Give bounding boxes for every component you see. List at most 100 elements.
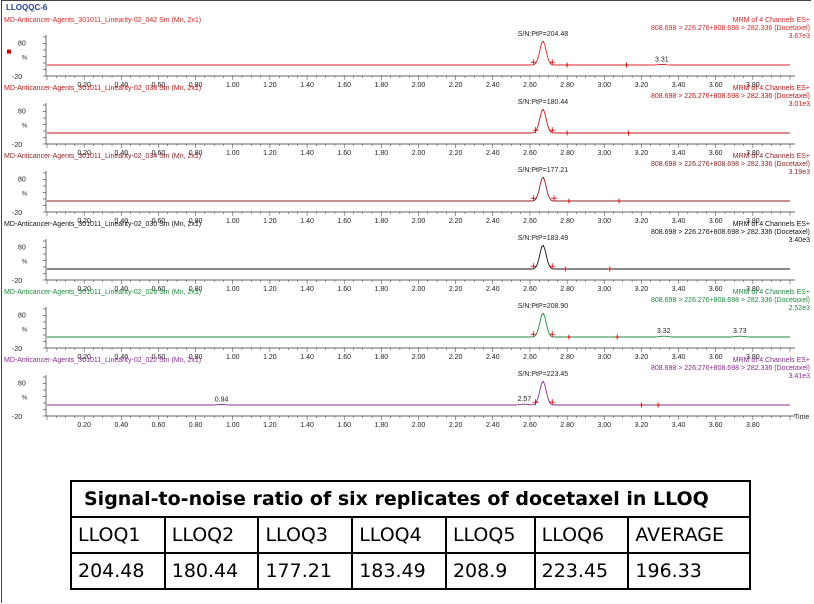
table-value-row: 204.48 180.44 177.21 183.49 208.9 223.45… [70,552,751,590]
x-tick-label: 1.40 [300,82,314,89]
y-tick-label: % [22,396,28,402]
x-tick-label: 0.80 [189,82,203,89]
x-tick-label: 0.20 [77,218,91,225]
x-tick-label: 0.80 [189,150,203,157]
panel-header: MD-Anticancer-Agents_301011_Linearity-02… [4,17,201,24]
panel-header: MD-Anticancer-Agents_301011_Linearity-02… [4,221,201,228]
x-tick-label: 1.20 [263,286,277,293]
x-tick-label: 3.80 [746,218,760,225]
x-tick-label: 3.80 [746,150,760,157]
panel-channel: MRM of 4 Channels ES+ [733,289,810,296]
x-tick-label: 3.60 [709,354,723,361]
chromatogram-trace [47,176,790,202]
chromatogram-trace [47,40,790,66]
x-tick-label: 0.60 [152,150,166,157]
panel-channel: MRM of 4 Channels ES+ [733,85,810,92]
x-tick-label: 3.40 [672,286,686,293]
x-tick-label: 0.20 [77,422,91,429]
x-tick-label: 2.00 [412,286,426,293]
x-tick-label: 3.00 [597,82,611,89]
y-tick-label: % [22,260,28,266]
table-caption-row: Signal-to-noise ratio of six replicates … [70,480,751,518]
x-tick-label: 1.00 [226,286,240,293]
y-tick-label: % [22,56,28,62]
x-tick-label: 3.40 [672,422,686,429]
panel-transition: 808.698 > 226.276+808.698 > 282.336 (Doc… [651,161,810,168]
table-header-cell: LLOQ5 [444,516,536,554]
x-tick-label: 0.20 [77,286,91,293]
panel-header: MD-Anticancer-Agents_301011_Linearity-02… [4,357,201,364]
x-tick-label: 2.00 [412,354,426,361]
x-tick-label: 1.40 [300,354,314,361]
x-tick-label: 0.80 [189,354,203,361]
x-tick-label: 2.80 [560,354,574,361]
minor-peak-label: 2.57 [518,396,532,403]
y-tick-label: 80 [18,313,26,320]
x-tick-label: 3.40 [672,82,686,89]
x-tick-label: 1.00 [226,354,240,361]
x-tick-label: 0.60 [152,422,166,429]
table-value-cell: 208.9 [444,552,536,590]
x-tick-label: 2.20 [449,150,463,157]
y-tick-label: -20 [12,346,22,353]
x-tick-label: 3.40 [672,218,686,225]
x-tick-label: 1.00 [226,150,240,157]
x-tick-label: 2.40 [486,286,500,293]
table-header-cell: LLOQ4 [351,516,447,554]
x-tick-label: 1.80 [375,354,389,361]
x-tick-label: 2.20 [449,82,463,89]
x-tick-label: 2.60 [523,422,537,429]
x-tick-label: 3.60 [709,422,723,429]
x-tick-label: 1.60 [337,218,351,225]
chromatogram-trace [47,244,790,270]
x-tick-label: 2.80 [560,218,574,225]
table-header-cell: LLOQ3 [257,516,354,554]
table-value-cell: 180.44 [163,552,260,590]
panel-transition: 808.698 > 226.276+808.698 > 282.336 (Doc… [651,93,810,100]
x-tick-label: 0.40 [114,286,128,293]
minor-peak-label: 3.32 [657,328,671,335]
sn-label: S/N:PtP=204.48 [518,31,569,38]
x-tick-label: 2.80 [560,82,574,89]
panel-intensity: 2.52e3 [789,305,811,312]
x-tick-label: 1.80 [375,422,389,429]
x-tick-label: 1.20 [263,354,277,361]
x-tick-label: 3.40 [672,354,686,361]
x-tick-label: 1.00 [226,218,240,225]
minor-peak-label: 0.94 [215,396,229,403]
x-tick-label: 2.60 [523,286,537,293]
y-tick-label: 80 [18,109,26,116]
x-tick-label: 2.60 [523,150,537,157]
x-tick-label: 0.40 [114,422,128,429]
x-tick-label: 1.60 [337,422,351,429]
panel-header: MD-Anticancer-Agents_301011_Linearity-02… [4,289,201,296]
x-tick-label: 2.00 [412,218,426,225]
x-axis-label: Time [794,414,809,421]
table-value-cell: 223.45 [533,552,630,590]
x-tick-label: 3.40 [672,150,686,157]
x-tick-label: 3.80 [746,286,760,293]
panel-intensity: 3.40e3 [789,237,811,244]
sn-label: S/N:PtP=177.21 [518,167,569,174]
x-tick-label: 1.60 [337,286,351,293]
page-title: LLOQQC-6 [6,3,48,12]
sn-label: S/N:PtP=208.90 [518,303,569,310]
minor-peak-label: 3.31 [655,56,669,63]
x-tick-label: 0.80 [189,218,203,225]
y-tick-label: 80 [18,177,26,184]
panel-transition: 808.698 > 226.276+808.698 > 282.336 (Doc… [651,25,810,32]
x-tick-label: 2.20 [449,218,463,225]
x-tick-label: 1.60 [337,150,351,157]
table-header-row: LLOQ1 LLOQ2 LLOQ3 LLOQ4 LLOQ5 LLOQ6 AVER… [70,516,751,554]
x-tick-label: 1.80 [375,286,389,293]
panel-transition: 808.698 > 226.276+808.698 > 282.336 (Doc… [651,297,810,304]
y-tick-label: -20 [12,142,22,149]
x-tick-label: 2.80 [560,286,574,293]
table-value-cell: 204.48 [70,552,166,590]
x-tick-label: 0.40 [114,218,128,225]
x-tick-label: 0.80 [189,286,203,293]
panel-channel: MRM of 4 Channels ES+ [733,357,810,364]
x-tick-label: 0.20 [77,150,91,157]
x-tick-label: 1.20 [263,218,277,225]
x-tick-label: 1.40 [300,218,314,225]
